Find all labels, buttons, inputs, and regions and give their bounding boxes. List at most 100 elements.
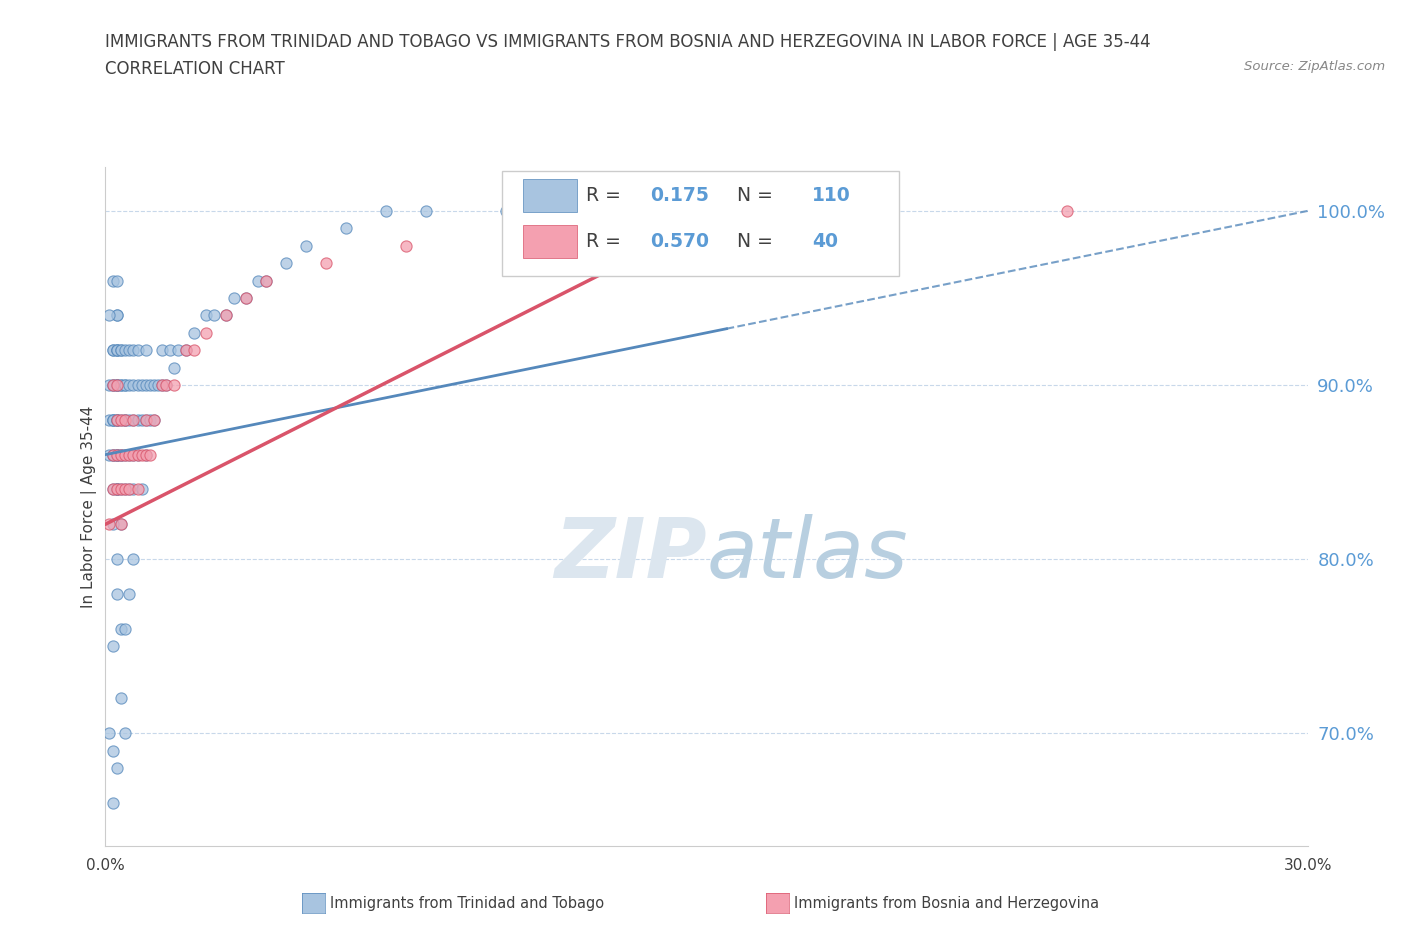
- Point: [98, 378, 121, 392]
- Point: [118, 587, 141, 602]
- Text: ZIP: ZIP: [554, 514, 707, 595]
- Text: IMMIGRANTS FROM TRINIDAD AND TOBAGO VS IMMIGRANTS FROM BOSNIA AND HERZEGOVINA IN: IMMIGRANTS FROM TRINIDAD AND TOBAGO VS I…: [105, 33, 1152, 50]
- Point: [122, 447, 145, 462]
- Point: [103, 412, 125, 427]
- Point: [110, 517, 132, 532]
- Text: Immigrants from Bosnia and Herzegovina: Immigrants from Bosnia and Herzegovina: [794, 896, 1099, 910]
- Point: [122, 378, 145, 392]
- Point: [118, 447, 141, 462]
- Point: [131, 447, 153, 462]
- Point: [103, 378, 125, 392]
- Point: [110, 412, 132, 427]
- Point: [107, 412, 129, 427]
- Point: [110, 517, 132, 532]
- Point: [202, 308, 225, 323]
- Point: [114, 412, 136, 427]
- Y-axis label: In Labor Force | Age 35-44: In Labor Force | Age 35-44: [82, 405, 97, 608]
- Point: [114, 378, 136, 392]
- Point: [194, 308, 217, 323]
- Point: [815, 204, 838, 219]
- Point: [122, 343, 145, 358]
- Point: [114, 482, 136, 497]
- Point: [103, 482, 125, 497]
- Point: [118, 343, 141, 358]
- Point: [135, 378, 157, 392]
- Point: [495, 204, 517, 219]
- Point: [254, 273, 277, 288]
- Point: [110, 343, 132, 358]
- Point: [155, 378, 177, 392]
- Point: [183, 343, 205, 358]
- Point: [159, 343, 181, 358]
- Point: [118, 447, 141, 462]
- Point: [107, 343, 129, 358]
- Point: [118, 482, 141, 497]
- Point: [274, 256, 297, 271]
- Point: [98, 308, 121, 323]
- Point: [110, 412, 132, 427]
- Point: [107, 482, 129, 497]
- Point: [135, 447, 157, 462]
- Point: [107, 447, 129, 462]
- Point: [335, 221, 357, 236]
- Point: [150, 343, 173, 358]
- Point: [127, 482, 149, 497]
- Point: [107, 378, 129, 392]
- Point: [107, 378, 129, 392]
- Point: [98, 447, 121, 462]
- Point: [183, 326, 205, 340]
- Text: R =: R =: [586, 186, 627, 205]
- Text: 0.175: 0.175: [650, 186, 709, 205]
- Point: [118, 378, 141, 392]
- Text: N =: N =: [724, 186, 779, 205]
- Point: [138, 412, 160, 427]
- Point: [135, 343, 157, 358]
- Point: [107, 308, 129, 323]
- Point: [135, 447, 157, 462]
- Point: [114, 621, 136, 636]
- Point: [131, 412, 153, 427]
- Point: [107, 273, 129, 288]
- Point: [107, 447, 129, 462]
- Point: [103, 743, 125, 758]
- Point: [98, 725, 121, 740]
- Point: [246, 273, 269, 288]
- Point: [103, 447, 125, 462]
- Point: [110, 447, 132, 462]
- Point: [114, 447, 136, 462]
- Point: [103, 517, 125, 532]
- Point: [162, 360, 184, 375]
- Point: [174, 343, 197, 358]
- Point: [194, 326, 217, 340]
- Point: [214, 308, 236, 323]
- Text: Source: ZipAtlas.com: Source: ZipAtlas.com: [1244, 60, 1385, 73]
- Point: [122, 482, 145, 497]
- Point: [150, 378, 173, 392]
- Point: [107, 343, 129, 358]
- Point: [118, 412, 141, 427]
- Point: [374, 204, 398, 219]
- Point: [235, 290, 257, 305]
- Point: [127, 447, 149, 462]
- FancyBboxPatch shape: [502, 171, 898, 276]
- Point: [222, 290, 245, 305]
- Point: [110, 343, 132, 358]
- Point: [103, 447, 125, 462]
- Point: [107, 482, 129, 497]
- Point: [122, 447, 145, 462]
- Text: N =: N =: [724, 232, 779, 251]
- Point: [103, 343, 125, 358]
- FancyBboxPatch shape: [523, 225, 576, 258]
- Point: [103, 378, 125, 392]
- Point: [107, 761, 129, 776]
- Point: [142, 412, 165, 427]
- Point: [127, 412, 149, 427]
- Point: [107, 587, 129, 602]
- Point: [103, 639, 125, 654]
- Point: [103, 795, 125, 810]
- Point: [138, 378, 160, 392]
- Point: [107, 482, 129, 497]
- Point: [107, 343, 129, 358]
- Point: [103, 412, 125, 427]
- Text: R =: R =: [586, 232, 627, 251]
